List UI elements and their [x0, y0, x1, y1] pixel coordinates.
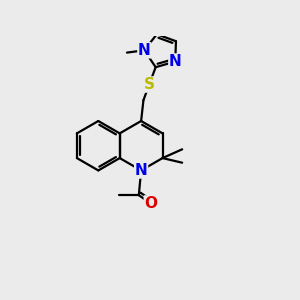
- Text: N: N: [138, 43, 151, 58]
- Text: O: O: [144, 196, 157, 211]
- Text: S: S: [144, 77, 155, 92]
- Text: N: N: [135, 163, 148, 178]
- Text: N: N: [169, 54, 182, 69]
